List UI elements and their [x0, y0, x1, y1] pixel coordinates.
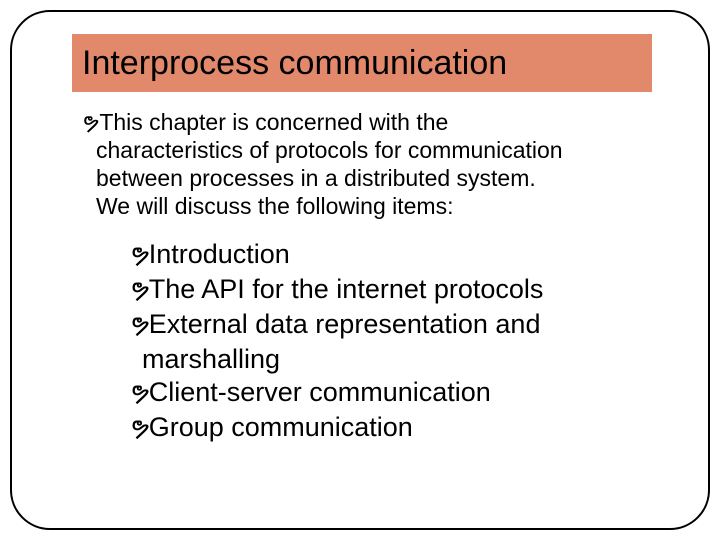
list-item-text: Client-server communication — [149, 376, 491, 409]
list-item: ຯGroup communication — [130, 411, 650, 444]
list-item-text: Introduction — [149, 238, 290, 271]
title-bar: Interprocess communication — [72, 34, 652, 92]
slide-frame: Interprocess communication ຯ This chapte… — [10, 10, 710, 530]
bullet-icon: ຯ — [82, 108, 97, 136]
bullet-icon: ຯ — [130, 238, 148, 271]
list-item: ຯExternal data representation and — [130, 308, 650, 341]
list-item-text: The API for the internet protocols — [149, 273, 544, 306]
slide-title: Interprocess communication — [82, 44, 507, 83]
list-item: ຯIntroduction — [130, 238, 650, 271]
list-item-text: External data representation and — [149, 308, 541, 341]
list-item-text: Group communication — [149, 411, 413, 444]
intro-text: between processes in a distributed syste… — [82, 164, 650, 192]
intro-text: characteristics of protocols for communi… — [82, 136, 650, 164]
list-item: ຯThe API for the internet protocols — [130, 273, 650, 306]
list-item: ຯClient-server communication — [130, 376, 650, 409]
bullet-icon: ຯ — [130, 411, 148, 444]
intro-line: ຯ This chapter is concerned with the — [82, 108, 650, 136]
slide-body: ຯ This chapter is concerned with the cha… — [82, 108, 650, 446]
sub-bullet-list: ຯIntroductionຯThe API for the internet p… — [82, 238, 650, 444]
bullet-icon: ຯ — [130, 273, 148, 306]
list-item-text-cont: marshalling — [130, 343, 650, 376]
intro-text: We will discuss the following items: — [82, 192, 650, 220]
bullet-icon: ຯ — [130, 308, 148, 341]
intro-paragraph: ຯ This chapter is concerned with the cha… — [82, 108, 650, 220]
intro-text: This chapter is concerned with the — [99, 108, 448, 136]
bullet-icon: ຯ — [130, 376, 148, 409]
